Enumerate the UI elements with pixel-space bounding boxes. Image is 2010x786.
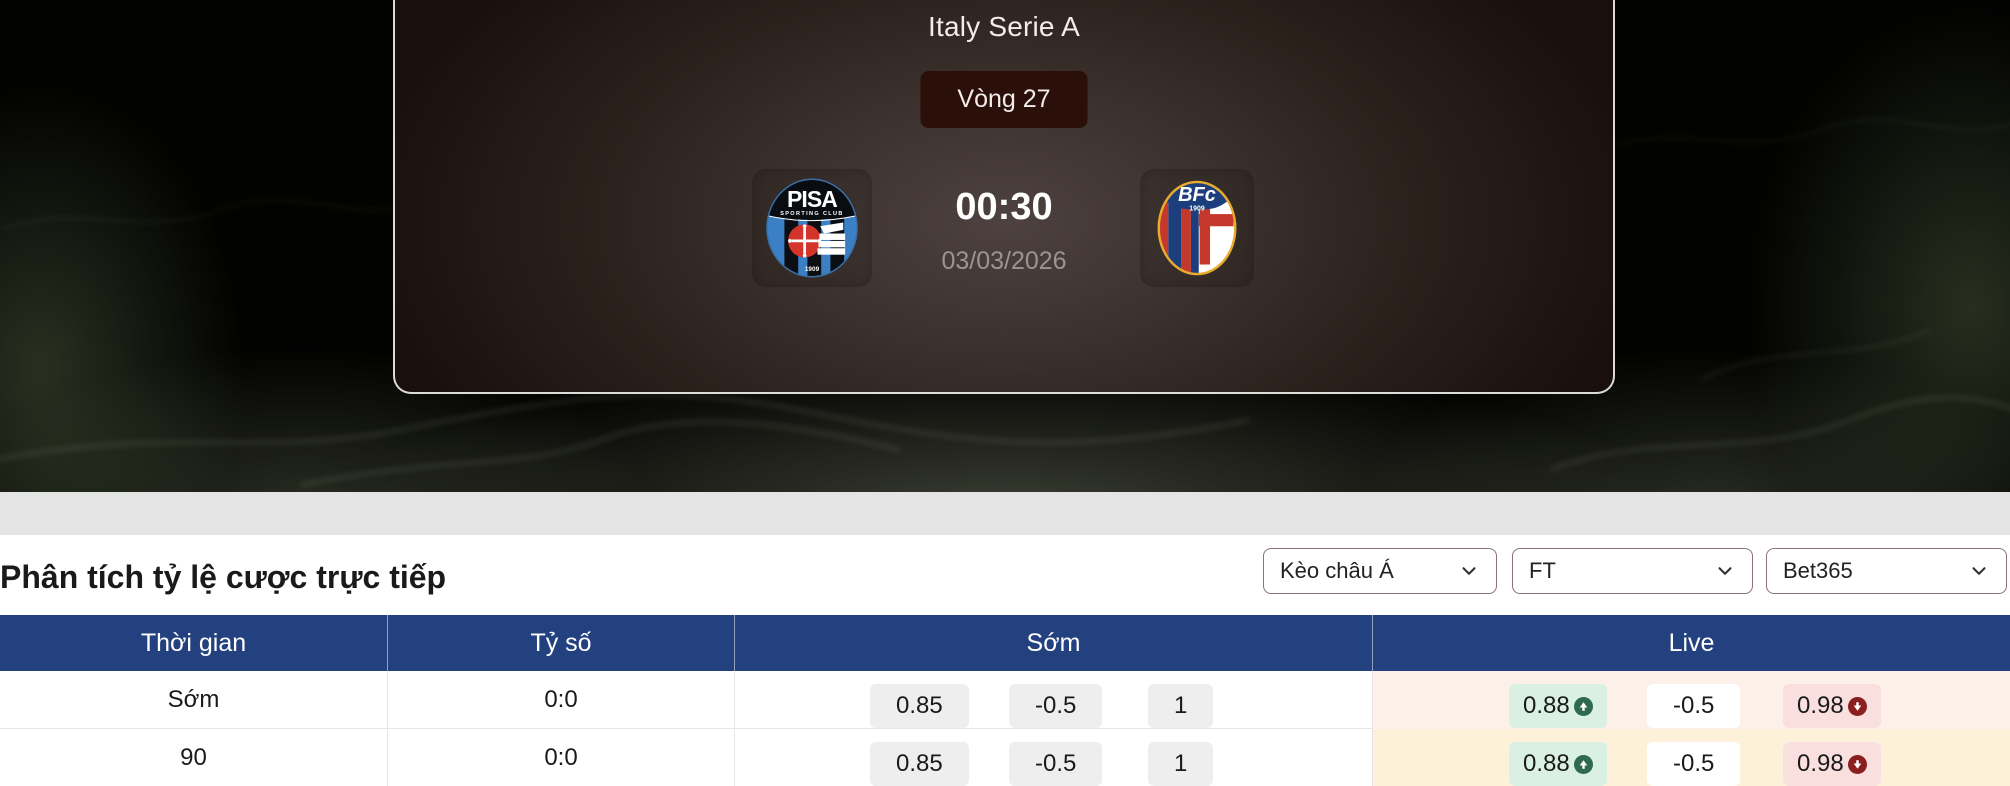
svg-text:1909: 1909 bbox=[805, 266, 820, 273]
svg-text:SPORTING CLUB: SPORTING CLUB bbox=[780, 211, 844, 217]
svg-text:PISA: PISA bbox=[787, 186, 837, 212]
svg-text:1909: 1909 bbox=[1189, 206, 1205, 213]
svg-text:BFc: BFc bbox=[1178, 184, 1216, 206]
